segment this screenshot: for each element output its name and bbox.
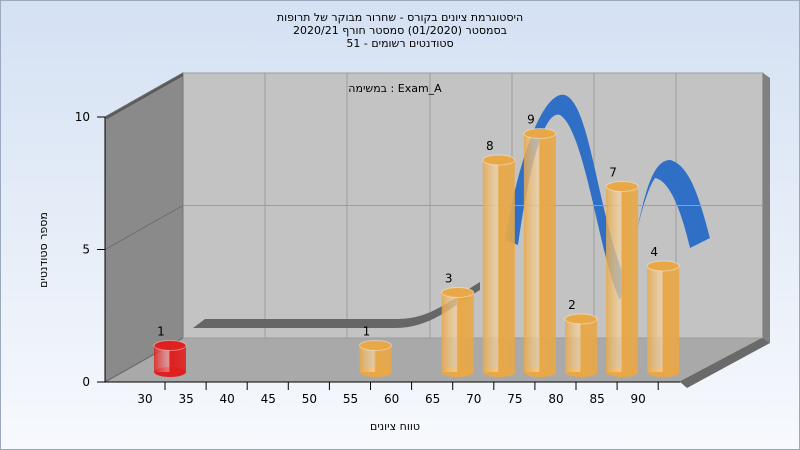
x-tick-label: 30	[137, 392, 152, 406]
bar-shade	[565, 319, 597, 372]
x-tick-label: 70	[466, 392, 481, 406]
x-tick-label: 65	[425, 392, 440, 406]
value-label: 1	[157, 325, 165, 339]
x-tick-label: 40	[220, 392, 235, 406]
bar	[441, 292, 474, 372]
x-tick-label: 80	[548, 392, 563, 406]
bar-shade	[482, 160, 515, 372]
bar-shade	[606, 186, 639, 372]
value-label: 3	[445, 272, 453, 286]
bar-shade	[647, 266, 680, 372]
value-label: 2	[568, 298, 576, 312]
title-block: היסטוגרמת ציונים בקורס - שחרור מבוקר של …	[277, 11, 523, 50]
y-tick-label: 0	[82, 375, 90, 389]
bar-shade	[441, 292, 474, 372]
bar-cap	[153, 340, 187, 351]
x-tick-label: 45	[261, 392, 276, 406]
bar	[606, 186, 639, 372]
value-label: 8	[486, 139, 494, 153]
value-label: 4	[650, 245, 658, 259]
plot: 1 1 3 8 9 2 7 4	[104, 72, 763, 383]
trend-ribbon	[193, 282, 480, 328]
y-tick-label: 10	[75, 110, 90, 124]
bar	[523, 133, 556, 372]
grid-line	[104, 205, 184, 250]
bar-cap	[605, 181, 639, 192]
x-tick-label: 60	[384, 392, 399, 406]
x-tick-label: 50	[302, 392, 317, 406]
y-tick-label: 5	[82, 243, 90, 257]
annotation: Exam_A : במשימה	[348, 82, 442, 95]
value-label: 9	[527, 113, 535, 127]
bar-cap	[441, 287, 475, 298]
bar-cap	[523, 128, 557, 139]
chart-title: היסטוגרמת ציונים בקורס - שחרור מבוקר של …	[277, 11, 523, 24]
x-tick-label: 85	[589, 392, 604, 406]
value-label: 1	[363, 325, 371, 339]
x-tick-label: 35	[178, 392, 193, 406]
bar-cap	[359, 340, 392, 351]
y-axis-label: מספר סטודנטים	[37, 212, 50, 288]
x-tick-label: 55	[343, 392, 358, 406]
bar	[482, 160, 515, 372]
bar-shade	[523, 133, 556, 372]
x-tick-label: 75	[507, 392, 522, 406]
chart-title: סטודנטים רשומים - 51	[346, 37, 453, 50]
bar	[647, 266, 680, 372]
grid-line	[104, 72, 184, 118]
bar-cap	[646, 260, 680, 272]
bar-cap	[564, 313, 598, 325]
chart-title: בסמסטר (01/2020) סמסטר חורף 2020/21	[293, 24, 507, 37]
value-label: 7	[609, 166, 617, 180]
bar-cap	[482, 154, 516, 166]
x-axis-label: טווח ציונים	[370, 420, 420, 433]
floor-shadow	[680, 338, 770, 388]
bar	[565, 319, 597, 372]
x-tick-label: 90	[631, 392, 646, 406]
wall-shadow	[763, 73, 770, 343]
